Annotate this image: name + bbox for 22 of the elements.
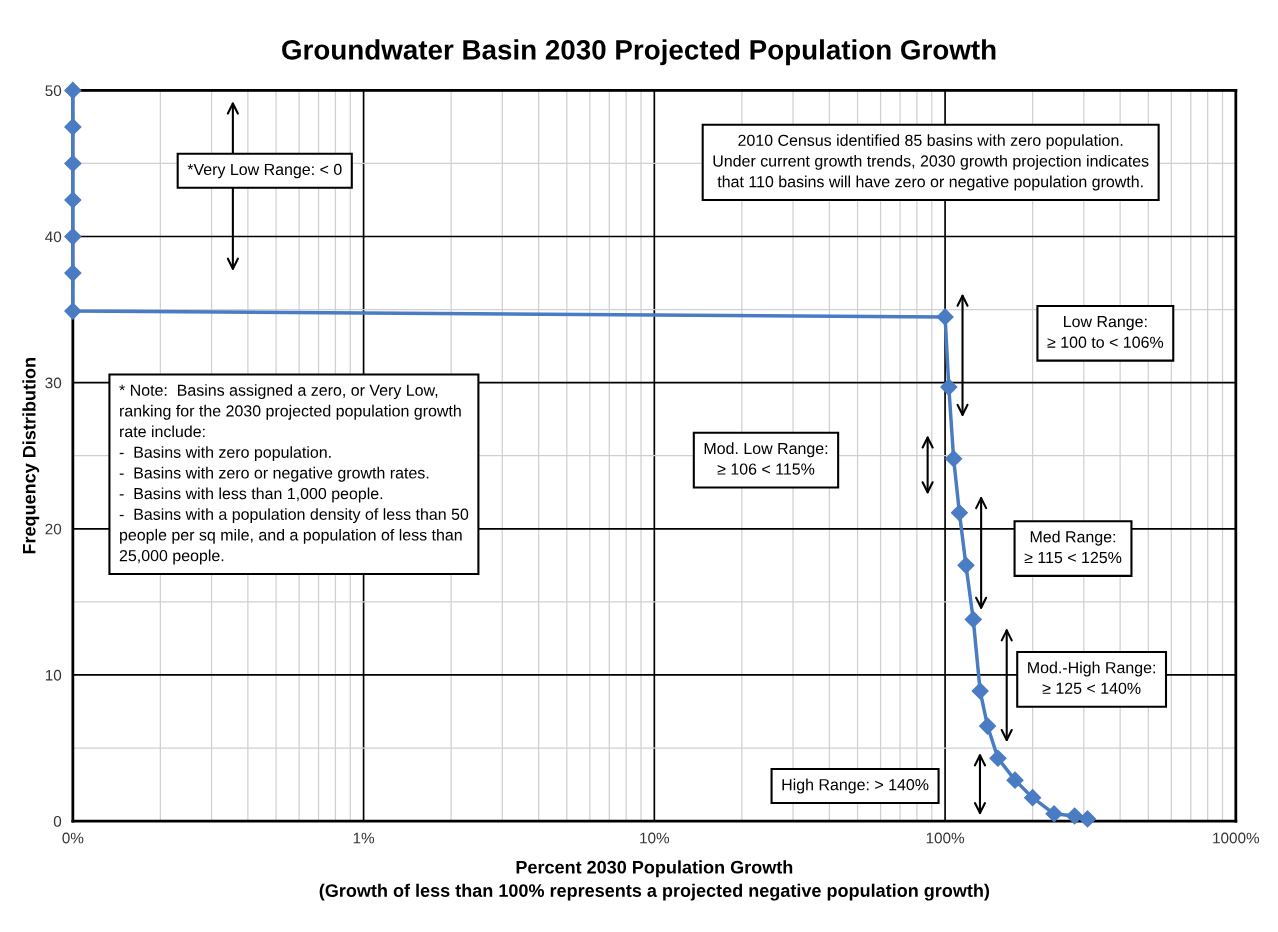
y-axis-title: Frequency Distribution — [22, 358, 40, 554]
y-tick-label: 10 — [45, 669, 62, 681]
annotation: Low Range: ≥ 100 to < 106% — [1047, 316, 1164, 348]
text: * Note: Basins assigned a zero, or Very Low, ranking for the 2030 projected population growth rate include: - Basins with zero population. - Basins with zero or negative growth rates. - Basins with less than 1,000 people. - Basins with a population density of less than 50 people per sq mile, and a population of less than 25,000 people. — [119, 384, 469, 565]
x-tick-label: 10% — [640, 832, 670, 844]
x-tick-label: 100% — [926, 832, 965, 844]
chart-title: Groundwater Basin 2030 Projected Population Growth — [282, 39, 996, 66]
x-tick-label: 0% — [62, 832, 84, 844]
x-tick-label: 1% — [353, 832, 375, 844]
x-tick-label: 1000% — [1213, 832, 1260, 844]
y-tick-label: 40 — [45, 231, 62, 243]
x-axis-title: Percent 2030 Population Growth (Growth of less than 100% represents a projected negative population growth) — [319, 860, 990, 901]
y-tick-label: 50 — [45, 85, 62, 97]
annotation: Mod.-High Range: ≥ 125 < 140% — [1028, 661, 1155, 694]
y-tick-label: 30 — [45, 377, 62, 389]
annotation: Med Range: ≥ 115 < 125% — [1024, 530, 1122, 564]
annotation: *Very Low Range: < 0 — [187, 163, 342, 179]
y-tick-label: 20 — [45, 523, 62, 535]
y-tick-label: 0 — [53, 815, 62, 827]
annotation: 2010 Census identified 85 basins with zero population. Under current growth trends, 2030 growth projection indicates that 110 basins will have zero or negative population growth. — [713, 134, 1149, 191]
annotation: Mod. Low Range: ≥ 106 < 115% — [704, 442, 828, 475]
annotation: High Range: > 140% — [782, 778, 929, 794]
